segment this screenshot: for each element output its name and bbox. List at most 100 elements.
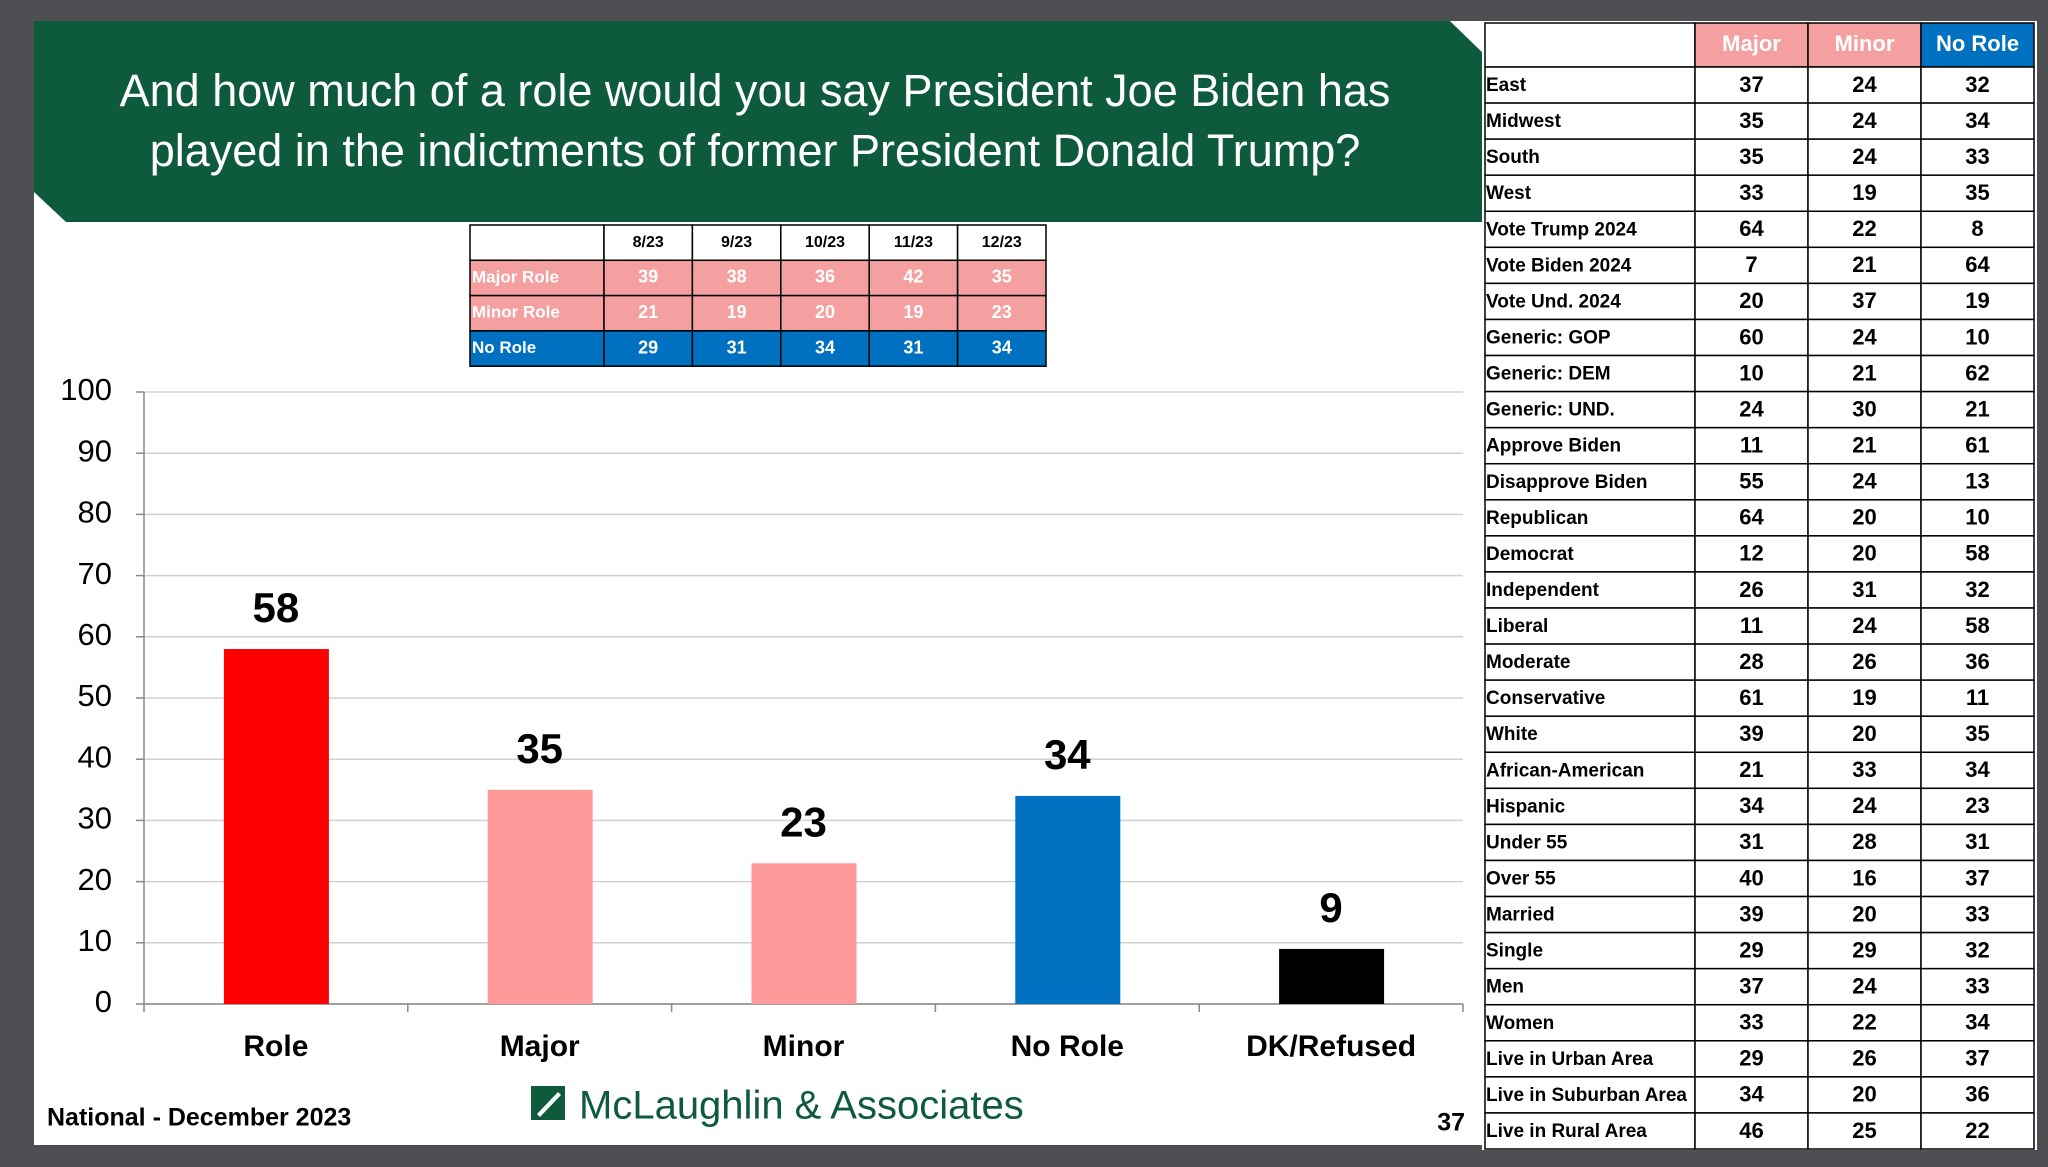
crosstab-value: 33 — [1739, 180, 1763, 205]
y-tick-label: 80 — [78, 495, 112, 530]
crosstab-value-cell — [1920, 138, 2035, 176]
crosstab-row-cell — [1484, 931, 1696, 970]
x-tick-label: Major — [500, 1030, 580, 1063]
crosstab-value: 62 — [1965, 360, 1989, 385]
crosstab-value: 21 — [1965, 396, 1989, 421]
crosstab-value-cell — [1694, 66, 1809, 104]
crosstab-column-label: No Role — [1936, 31, 2019, 56]
crosstab-row-label: East — [1486, 75, 1527, 96]
y-tick-label: 50 — [78, 678, 112, 713]
crosstab-row-cell — [1484, 571, 1696, 609]
crosstab-row-label: Vote Trump 2024 — [1486, 219, 1637, 240]
crosstab-value-cell — [1920, 210, 2035, 249]
trend-column-label: 9/23 — [721, 234, 752, 251]
trend-value-cell — [691, 330, 782, 367]
crosstab-value-cell — [1920, 895, 2035, 934]
bar — [223, 649, 329, 1004]
crosstab-row-label: South — [1486, 147, 1540, 168]
crosstab-value: 28 — [1852, 829, 1876, 854]
crosstab-value: 37 — [1852, 288, 1876, 313]
trend-value-cell — [691, 294, 782, 332]
trend-column-label: 12/23 — [982, 234, 1022, 251]
crosstab-value-cell — [1920, 823, 2035, 862]
crosstab-value-cell — [1807, 318, 1922, 357]
trend-row-label: No Role — [472, 338, 536, 357]
crosstab-value: 36 — [1965, 649, 1989, 674]
crosstab-value: 39 — [1739, 901, 1763, 926]
crosstab-value-cell — [1694, 895, 1809, 934]
trend-value: 23 — [992, 302, 1012, 322]
crosstab-value: 13 — [1965, 469, 1989, 494]
trend-row-label: Major Role — [472, 267, 559, 286]
crosstab-row-label: Republican — [1486, 508, 1588, 529]
y-tick-label: 90 — [78, 433, 112, 468]
crosstab-value-cell — [1694, 823, 1809, 862]
y-tick-label: 0 — [95, 984, 112, 1019]
crosstab-value-cell — [1920, 715, 2035, 754]
crosstab-value: 37 — [1739, 974, 1763, 999]
crosstab-value-cell — [1920, 426, 2035, 465]
crosstab-value: 64 — [1965, 252, 1990, 277]
y-tick-label: 70 — [78, 556, 112, 591]
crosstab-value: 24 — [1852, 324, 1877, 349]
crosstab-value: 29 — [1852, 937, 1876, 962]
trend-header-cell — [956, 224, 1047, 262]
crosstab-value-cell — [1807, 390, 1922, 429]
crosstab-value: 21 — [1852, 433, 1876, 458]
crosstab-value: 20 — [1852, 1082, 1876, 1107]
crosstab-row-cell — [1484, 787, 1696, 826]
y-tick-label: 40 — [78, 739, 112, 774]
crosstab-row-cell — [1484, 895, 1696, 934]
crosstab-value: 35 — [1739, 144, 1763, 169]
crosstab-header-cell — [1694, 22, 1809, 68]
crosstab-value: 35 — [1965, 180, 1989, 205]
crosstab-row-label: Hispanic — [1486, 796, 1566, 817]
crosstab-row-cell — [1484, 1112, 1696, 1150]
crosstab-value: 64 — [1739, 216, 1764, 241]
crosstab-value-cell — [1920, 1112, 2035, 1150]
crosstab-value-cell — [1694, 679, 1809, 717]
trend-value-cell — [956, 330, 1047, 367]
y-tick-label: 20 — [78, 862, 112, 897]
banner-fold — [1450, 21, 1482, 52]
crosstab-value: 36 — [1965, 1082, 1989, 1107]
crosstab-row-label: Married — [1486, 905, 1555, 926]
crosstab-value: 58 — [1965, 613, 1989, 638]
crosstab-value: 31 — [1965, 829, 1989, 854]
trend-value: 29 — [638, 337, 658, 357]
crosstab-row-label: Live in Rural Area — [1486, 1121, 1647, 1142]
crosstab-value: 46 — [1739, 1118, 1763, 1143]
crosstab-value-cell — [1807, 1040, 1922, 1078]
crosstab-row-label: West — [1486, 183, 1532, 204]
crosstab-value: 33 — [1739, 1010, 1763, 1035]
crosstab-value: 34 — [1739, 1082, 1764, 1107]
crosstab-row-cell — [1484, 318, 1696, 357]
crosstab-value: 21 — [1852, 252, 1876, 277]
crosstab-value-cell — [1807, 859, 1922, 898]
crosstab-row-label: Over 55 — [1486, 869, 1556, 890]
crosstab-row-label: White — [1486, 724, 1538, 745]
footer-text: National - December 2023 — [47, 1104, 351, 1132]
crosstab-value-cell — [1807, 462, 1922, 501]
crosstab-value-cell — [1807, 931, 1922, 970]
trend-value: 20 — [815, 302, 835, 322]
crosstab-value: 30 — [1852, 396, 1876, 421]
crosstab-value: 37 — [1739, 72, 1763, 97]
data-label: 35 — [516, 725, 563, 772]
crosstab-value: 10 — [1739, 360, 1763, 385]
crosstab-value: 37 — [1965, 1046, 1989, 1071]
crosstab-value: 22 — [1965, 1118, 1989, 1143]
crosstab-value-cell — [1920, 607, 2035, 645]
crosstab-row-cell — [1484, 607, 1696, 645]
crosstab-row-cell — [1484, 210, 1696, 249]
crosstab-row-cell — [1484, 967, 1696, 1006]
logo-slash — [537, 1092, 561, 1117]
trend-row-label: Minor Role — [472, 303, 560, 322]
crosstab-row-cell — [1484, 715, 1696, 754]
crosstab-value: 20 — [1852, 721, 1876, 746]
bar — [487, 789, 593, 1004]
trend-column-label: 11/23 — [894, 234, 933, 251]
crosstab-value-cell — [1694, 967, 1809, 1006]
trend-header-cell — [780, 224, 870, 262]
crosstab-value-cell — [1920, 931, 2035, 970]
